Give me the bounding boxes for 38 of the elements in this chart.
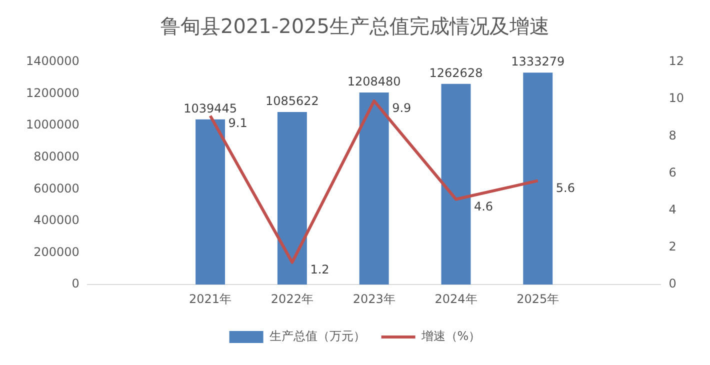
- y-tick-label: 400000: [34, 213, 80, 228]
- x-tick-label: 2022年: [270, 292, 314, 306]
- data-label: 4.6: [474, 199, 494, 214]
- legend-label: 生产总值（万元）: [269, 329, 366, 344]
- x-tick-label: 2021年: [189, 292, 232, 306]
- y-tick-label: 1200000: [26, 86, 80, 100]
- y2-tick-label: 12: [668, 54, 684, 68]
- data-label: 1262628: [429, 66, 483, 80]
- data-label: 1333279: [511, 54, 565, 69]
- chart-title: 鲁甸县2021-2025生产总值完成情况及增速: [160, 14, 550, 38]
- y2-tick-label: 6: [668, 165, 676, 180]
- data-label: 1039445: [184, 101, 238, 116]
- legend-label: 增速（%）: [420, 329, 481, 344]
- y-tick-label: 1400000: [26, 54, 80, 68]
- y2-tick-label: 2: [668, 240, 676, 254]
- data-label: 1.2: [310, 262, 330, 276]
- y-tick-label: 800000: [34, 150, 80, 164]
- y-tick-label: 600000: [34, 181, 80, 196]
- data-label: 9.1: [228, 116, 248, 130]
- data-label: 1208480: [347, 74, 401, 89]
- y2-tick-label: 10: [668, 91, 684, 106]
- y-tick-label: 1000000: [26, 118, 80, 132]
- x-tick-label: 2025年: [516, 292, 560, 306]
- y2-tick-label: 8: [668, 128, 676, 142]
- bar: [196, 119, 226, 285]
- bar: [359, 92, 389, 285]
- bar: [441, 84, 471, 285]
- data-label: 1085622: [265, 94, 319, 108]
- y2-tick-label: 0: [668, 276, 676, 291]
- bar: [277, 112, 307, 285]
- y-tick-label: 0: [72, 276, 80, 291]
- data-label: 5.6: [556, 180, 575, 195]
- x-tick-label: 2024年: [434, 292, 478, 306]
- y-tick-label: 200000: [34, 244, 80, 259]
- bar: [523, 72, 553, 285]
- y2-tick-label: 4: [668, 202, 676, 217]
- x-tick-label: 2023年: [352, 292, 396, 306]
- data-label: 9.9: [392, 101, 412, 116]
